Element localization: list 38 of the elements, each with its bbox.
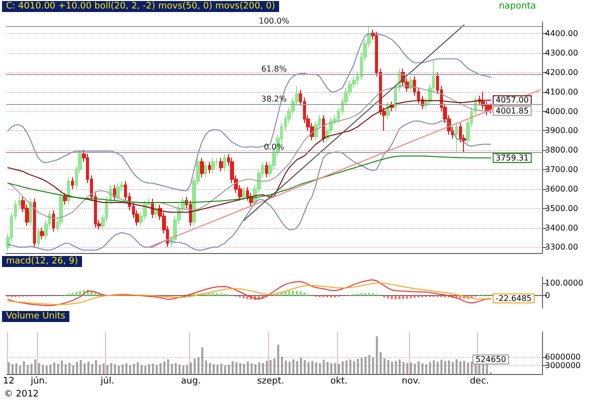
annotation: 38.2% [261, 94, 288, 104]
annotation: 0.0% [264, 142, 285, 152]
y-tick-label: 4200.00 [545, 68, 578, 77]
y-tick-label: 3400.00 [545, 223, 578, 232]
data-label: 3759.31 [496, 154, 529, 163]
y-tick-label: 3000000 [545, 361, 581, 370]
x-tick-label: 12 [2, 376, 14, 386]
data-label: 524650 [475, 355, 506, 364]
y-tick-label: 100.0000 [545, 278, 584, 288]
data-label: -22.6485 [496, 294, 532, 303]
y-tick-label: 4300.00 [545, 48, 578, 58]
annotation: 100.0% [258, 16, 290, 26]
x-tick-label: szept. [257, 376, 284, 386]
data-label: 4001.85 [496, 106, 529, 116]
y-tick-label: 3700.00 [545, 165, 578, 174]
data-label: 4057.00 [496, 96, 529, 105]
y-tick-label: 3800.00 [545, 146, 578, 155]
x-tick-label: jún. [30, 376, 48, 386]
y-tick-label: 3300.00 [545, 242, 578, 252]
chart-title: macd(12, 26, 9) [6, 256, 78, 266]
x-tick-label: aug. [181, 376, 201, 386]
y-tick-label: 4000.00 [545, 106, 578, 116]
y-tick-label: 3600.00 [545, 184, 578, 194]
y-tick-label: 3900.00 [545, 126, 578, 136]
y-tick-label: 6000000 [545, 352, 581, 362]
chart-subtitle: naponta [498, 2, 536, 12]
x-tick-label: júl. [100, 376, 114, 386]
y-tick-label: 3500.00 [545, 204, 578, 213]
y-tick-label: 4100.00 [545, 87, 578, 96]
x-tick-label: nov. [402, 376, 420, 386]
x-tick-label: dec. [470, 376, 489, 386]
chart-title: C: 4010.00 +10.00 boll(20, 2, -2) movs(50, 0) movs(200, 0) [6, 2, 276, 12]
text: © 2012 [4, 390, 39, 400]
y-tick-label: 4400.00 [545, 29, 578, 38]
y-tick-label: 0 [545, 291, 550, 300]
chart-title: Volume Units [6, 312, 66, 322]
x-tick-label: okt. [330, 376, 348, 386]
annotation: 61.8% [261, 64, 288, 74]
